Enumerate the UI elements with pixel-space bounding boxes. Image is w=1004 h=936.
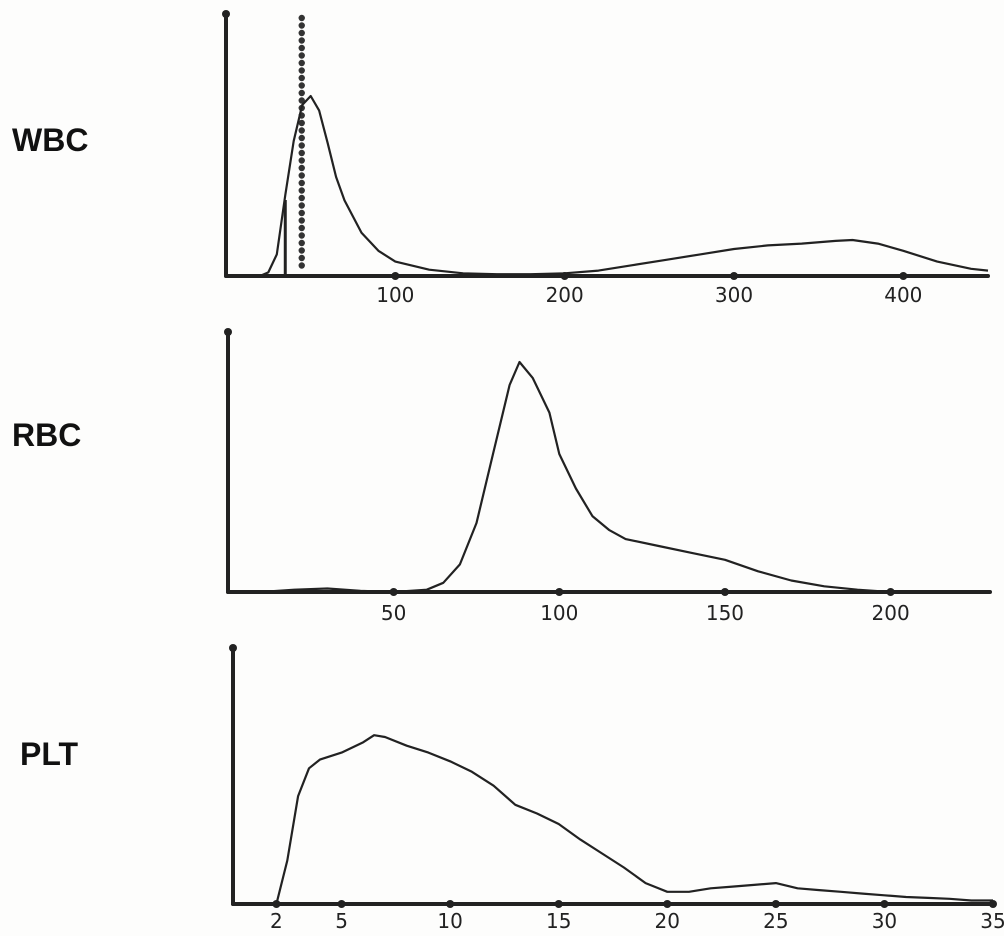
discriminator-dot (298, 119, 305, 127)
plot-plt: 2 5 10 15 20 25 30 35 (229, 644, 1004, 933)
discriminator-dot (298, 67, 305, 74)
discriminator-dot (298, 89, 305, 97)
discriminator-dot (298, 217, 305, 224)
x-tick-plt (337, 900, 346, 908)
x-tick-plt (554, 900, 563, 908)
plot-wbc: 100 200 300 400 (222, 10, 990, 307)
x-tick-label-rbc: 200 (872, 601, 910, 625)
x-tick-label-plt: 2 (270, 909, 283, 933)
panel-label-plt: PLT (20, 736, 79, 772)
panel-rbc: RBC 50 100 150 200 (12, 328, 992, 625)
discriminator-dot (298, 52, 305, 59)
x-tick-rbc (720, 588, 729, 596)
y-axis-cap-rbc (224, 328, 232, 336)
panel-wbc: WBC 100 200 300 400 (12, 10, 990, 307)
discriminator-dot (298, 74, 305, 82)
discriminator-dot (298, 37, 305, 44)
x-tick-plt (771, 900, 780, 908)
histogram-curve-rbc (228, 360, 990, 594)
discriminator-dot (298, 14, 305, 22)
discriminator-dot (298, 22, 305, 29)
x-tick-plt (880, 900, 889, 908)
x-tick-label-rbc: 50 (381, 601, 406, 625)
discriminator-dot (298, 59, 305, 67)
x-tick-label-plt: 10 (437, 909, 462, 933)
discriminator-dot (298, 209, 305, 217)
discriminator-dot (298, 187, 305, 194)
y-axis-cap-wbc (222, 10, 230, 18)
discriminator-dot (298, 29, 305, 37)
discriminator-dot (298, 179, 305, 187)
x-tick-label-wbc: 300 (715, 283, 753, 307)
x-tick-label-plt: 15 (546, 909, 571, 933)
discriminator-dot (298, 82, 305, 89)
x-tick-wbc (391, 272, 400, 280)
x-tick-label-plt: 30 (872, 909, 897, 933)
x-tick-label-wbc: 100 (376, 283, 414, 307)
x-tick-label-wbc: 400 (884, 283, 922, 307)
discriminator-dot (298, 262, 305, 269)
discriminator-dot (298, 142, 305, 149)
discriminator-dot (298, 157, 305, 164)
discriminator-dot (298, 232, 305, 239)
panel-plt: PLT 2 5 10 15 20 25 30 35 (20, 644, 1004, 933)
x-tick-label-plt: 5 (335, 909, 348, 933)
discriminator-dot (298, 164, 305, 172)
histogram-curve-plt (275, 734, 993, 905)
discriminator-dot (298, 172, 305, 179)
plot-rbc: 50 100 150 200 (224, 328, 992, 625)
x-tick-label-rbc: 100 (540, 601, 578, 625)
x-tick-wbc (899, 272, 908, 280)
x-tick-label-rbc: 150 (706, 601, 744, 625)
discriminator-dot (298, 194, 305, 202)
discriminator-dot (298, 134, 305, 142)
x-tick-label-plt: 20 (655, 909, 680, 933)
x-tick-rbc (555, 588, 564, 596)
x-tick-plt (446, 900, 455, 908)
discriminator-dot (298, 44, 305, 52)
discriminator-dot (298, 97, 305, 104)
panel-label-wbc: WBC (12, 122, 88, 158)
discriminator-dot (298, 247, 305, 254)
dotted-discriminator (298, 14, 305, 269)
x-tick-label-wbc: 200 (546, 283, 584, 307)
discriminator-dot (298, 202, 305, 209)
discriminator-dot (298, 254, 305, 262)
panel-label-rbc: RBC (12, 417, 81, 453)
histogram-curve-wbc (226, 94, 989, 278)
discriminator-dot (298, 127, 305, 134)
y-axis-cap-plt (229, 644, 237, 652)
discriminator-dot (298, 149, 305, 157)
x-tick-plt (989, 900, 997, 908)
x-tick-label-plt: 35 (980, 909, 1004, 933)
discriminator-dot (298, 224, 305, 232)
x-tick-wbc (730, 272, 738, 280)
x-tick-plt (663, 900, 672, 908)
x-tick-label-plt: 25 (763, 909, 788, 933)
discriminator-dot (298, 239, 305, 247)
